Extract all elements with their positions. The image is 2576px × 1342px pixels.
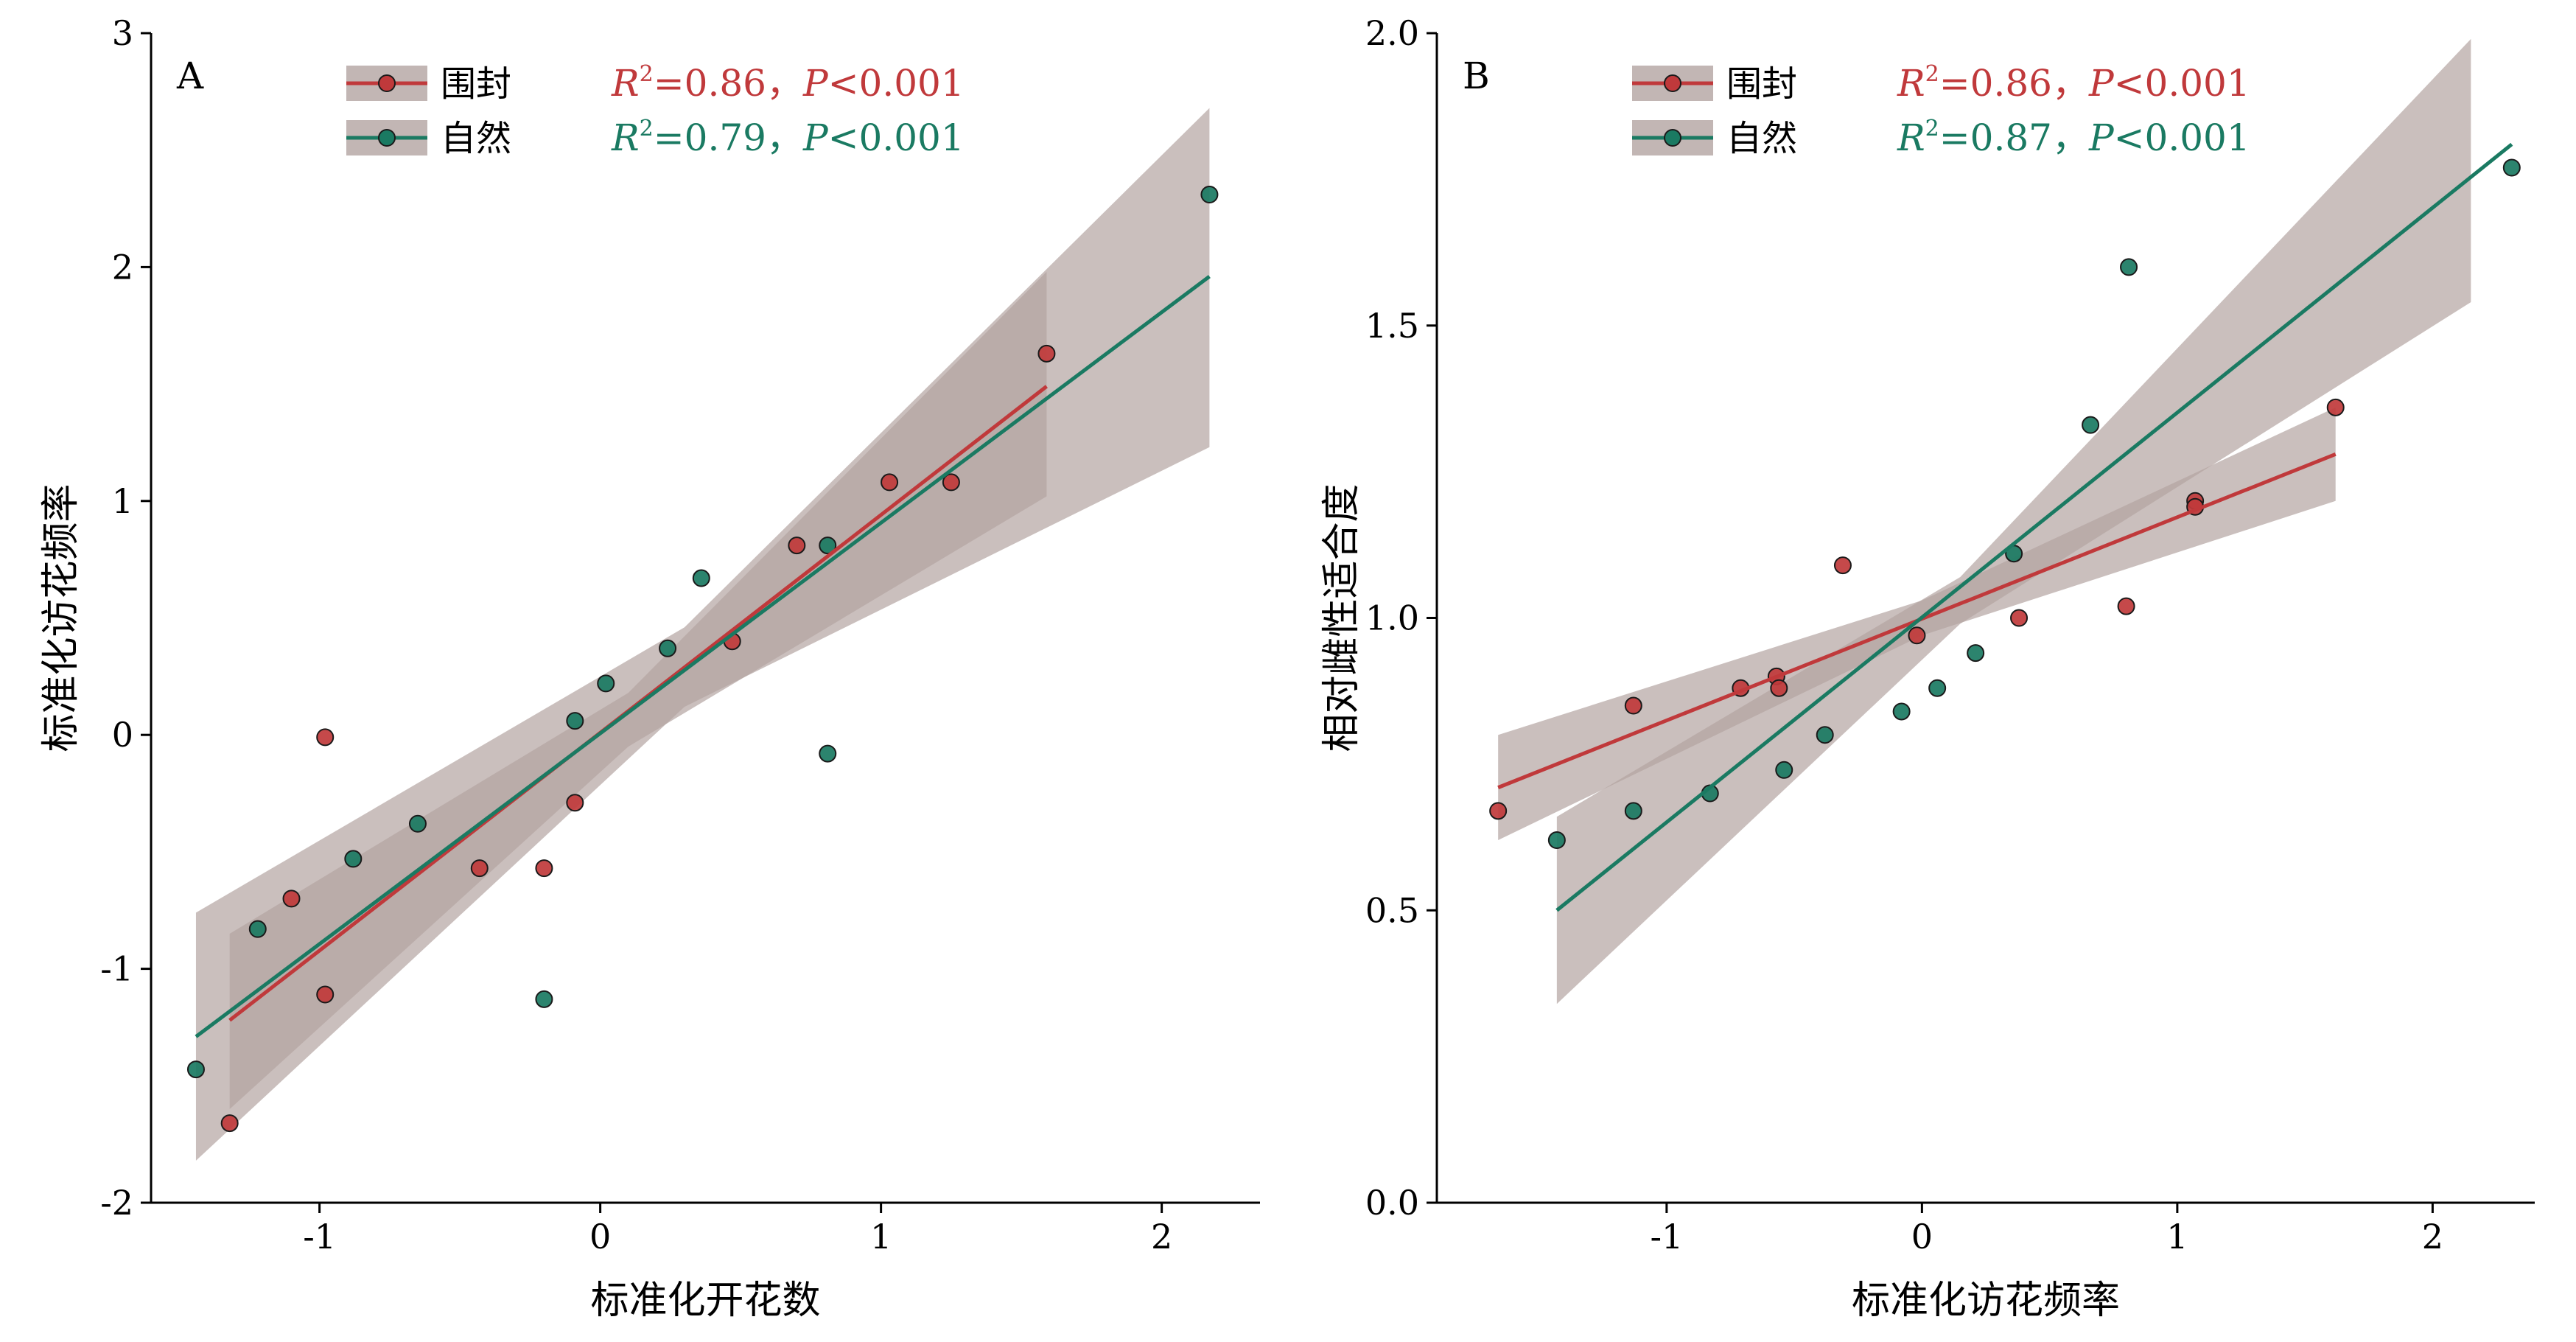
panel-b-ci-band-natural	[1556, 38, 2471, 1004]
panel-a-x-tick-label: 2	[1151, 1217, 1172, 1257]
panel-b-y-tick-label: 0.5	[1365, 890, 1419, 930]
panel-b-point-natural-4	[1816, 726, 1834, 744]
panel-a-x-tick-label: -1	[303, 1217, 336, 1257]
panel-a-legend-marker	[378, 129, 396, 147]
panel-b-point-fenced-0	[1489, 802, 1508, 820]
panel-a-y-tick-label: 0	[112, 715, 133, 755]
panel-a-point-natural-6	[597, 674, 615, 693]
panel-a-point-natural-8	[692, 569, 710, 587]
panel-a-y-tick-label: 1	[112, 481, 133, 521]
panel-a-point-fenced-9	[881, 473, 899, 492]
panel-b-point-natural-1	[1624, 802, 1642, 820]
panel-a-legend-marker	[378, 74, 396, 92]
panel-a-point-natural-7	[659, 639, 677, 657]
panel-a-point-fenced-5	[535, 859, 553, 878]
panel-b-point-fenced-6	[1908, 626, 1926, 645]
panel-b-point-natural-11	[2502, 158, 2521, 177]
panel-a-point-natural-4	[535, 990, 553, 1008]
panel-b-x-tick-label: 2	[2422, 1217, 2443, 1257]
panel-a-point-natural-1	[248, 920, 267, 938]
panel-a-x-axis-label: 标准化开花数	[590, 1279, 820, 1323]
panel-a-point-natural-9	[819, 537, 837, 555]
panel-a-fit-line-natural	[195, 275, 1211, 1038]
panel-b-x-tick-label: -1	[1650, 1217, 1683, 1257]
panel-a-point-natural-2	[344, 850, 363, 868]
panel-b-point-fenced-4	[1770, 679, 1788, 697]
panel-b-fit-line-natural	[1555, 142, 2513, 912]
panel-b-x-tick-label: 1	[2166, 1217, 2188, 1257]
panel-b-legend-label-fenced: 围封	[1726, 63, 1797, 105]
panel-a-point-fenced-3	[316, 728, 335, 747]
panel-b-point-fenced-5	[1833, 556, 1852, 575]
panel-a-ci-band-natural	[195, 108, 1210, 1161]
panel-a-point-fenced-11	[1037, 344, 1056, 363]
panel-b-point-natural-7	[1967, 644, 1985, 663]
panel-a-point-fenced-4	[470, 859, 489, 878]
panel-b-y-tick-label: 1.5	[1365, 306, 1419, 346]
panel-a-stat-fenced: R2=0.86，P<0.001	[611, 61, 965, 105]
panel-a-point-fenced-10	[942, 473, 960, 492]
panel-a-point-fenced-1	[316, 985, 335, 1004]
panel-a-point-fenced-6	[566, 794, 584, 812]
panel-a-point-natural-3	[408, 814, 427, 833]
panel-b-y-tick-label: 0.0	[1365, 1183, 1419, 1223]
panel-b-point-natural-6	[1928, 679, 1947, 697]
panel-a-legend-label-fenced: 围封	[441, 63, 511, 105]
panel-a-point-fenced-0	[220, 1114, 239, 1133]
panel-a-y-tick-label: 3	[112, 13, 133, 53]
panel-b-point-natural-9	[2082, 416, 2100, 434]
panel-a-point-natural-5	[566, 712, 584, 730]
panel-b-y-axis-label: 相对雌性适合度	[1320, 483, 1364, 752]
panel-b-point-natural-3	[1775, 761, 1793, 779]
panel-a-y-axis-label: 标准化访花频率	[39, 483, 83, 752]
panel-a-point-fenced-2	[282, 890, 301, 908]
panel-a-y-tick-label: -2	[100, 1183, 133, 1223]
panel-b-stat-natural: R2=0.87，P<0.001	[1897, 116, 2250, 159]
panel-b-y-tick-label: 1.0	[1365, 598, 1419, 638]
panel-b-point-natural-10	[2120, 258, 2138, 276]
panel-a-x-tick-label: 0	[589, 1217, 611, 1257]
panel-a-point-natural-10	[819, 744, 837, 763]
panel-a-point-natural-0	[186, 1060, 205, 1079]
panel-b-legend-label-natural: 自然	[1726, 118, 1797, 159]
panel-b-point-fenced-8	[2117, 597, 2135, 615]
panel-b-point-natural-0	[1547, 831, 1566, 850]
panel-a-stat-natural: R2=0.79，P<0.001	[611, 116, 965, 159]
panel-b-x-tick-label: 0	[1911, 1217, 1933, 1257]
panel-a-label: A	[176, 55, 204, 97]
panel-b-y-tick-label: 2.0	[1365, 13, 1419, 53]
panel-b-legend-marker	[1664, 129, 1681, 147]
panel-a-legend-label-natural: 自然	[441, 118, 511, 159]
panel-b-point-fenced-1	[1624, 696, 1642, 715]
panel-b-point-fenced-7	[2010, 609, 2029, 627]
panel-a-point-natural-11	[1200, 186, 1219, 204]
panel-a-y-tick-label: 2	[112, 247, 133, 287]
panel-b-label: B	[1463, 55, 1490, 97]
panel-b-legend-marker	[1664, 74, 1681, 92]
panel-a-x-tick-label: 1	[870, 1217, 892, 1257]
panel-a-y-tick-label: -1	[100, 949, 133, 989]
panel-a-point-fenced-8	[788, 537, 806, 555]
panel-a: -1 0 1 2 -2 -1 0 1 2 3 标准化开花数 标准化访花频率 A 围封 R2=0.86，P<0…	[39, 13, 1260, 1323]
panel-b-x-axis-label: 标准化访花频率	[1852, 1279, 2120, 1323]
panel-b: -1 0 1 2 0.0 0.5 1.0 1.5 2.0 标准化访花频率 相对雌性适合度 B 围封 R2=…	[1320, 13, 2535, 1323]
panel-b-point-natural-5	[1892, 702, 1911, 721]
panel-b-point-fenced-11	[2326, 398, 2345, 416]
panel-b-stat-fenced: R2=0.86，P<0.001	[1897, 61, 2250, 105]
